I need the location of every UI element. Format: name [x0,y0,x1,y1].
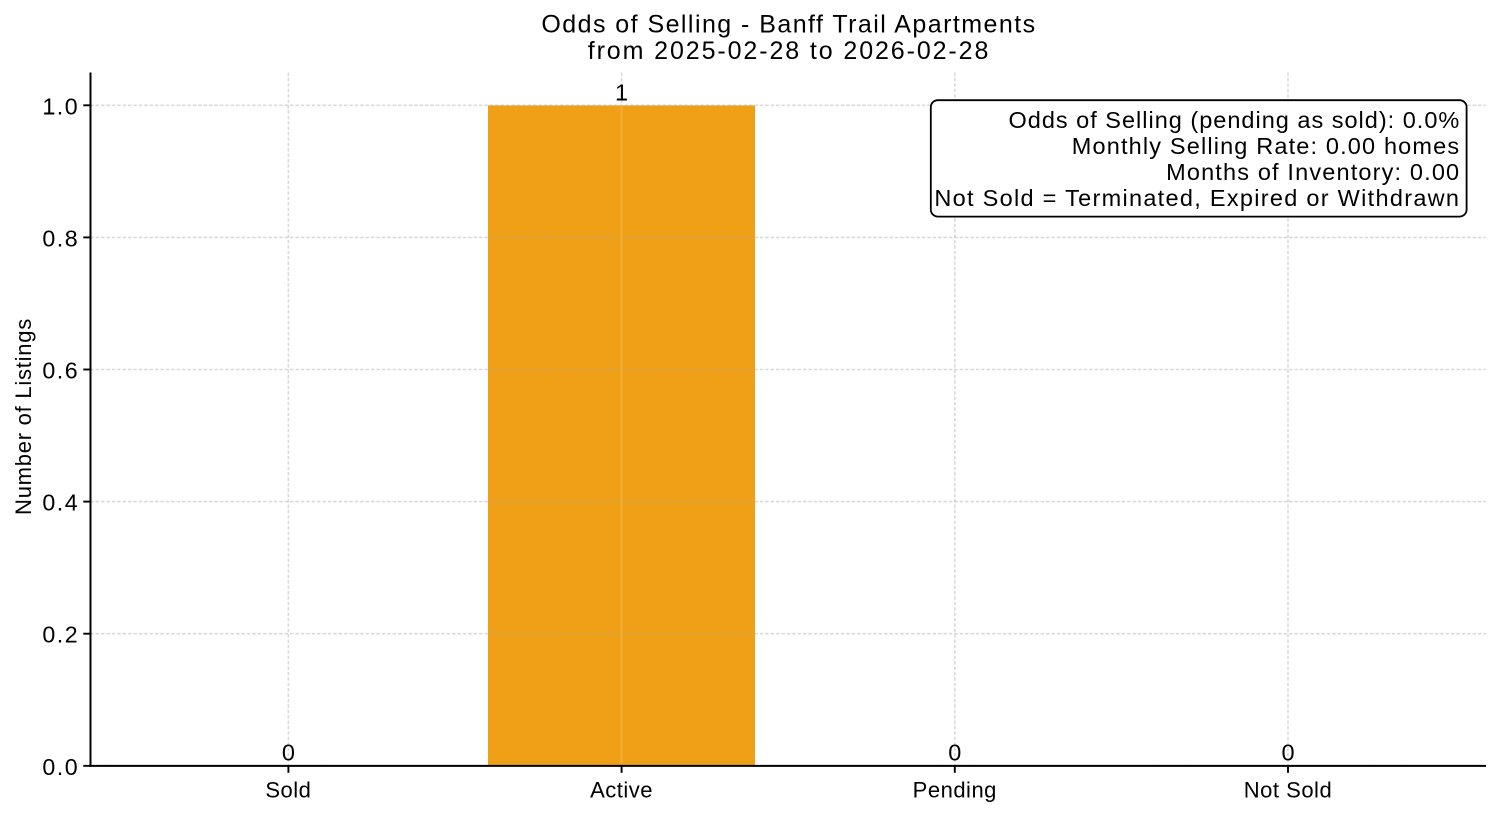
svg-text:1.0: 1.0 [42,93,79,119]
svg-text:from 2025-02-28 to 2026-02-28: from 2025-02-28 to 2026-02-28 [588,37,991,65]
svg-text:Odds of Selling - Banff Trail: Odds of Selling - Banff Trail Apartments [541,10,1036,38]
svg-text:0.8: 0.8 [42,225,79,251]
svg-text:0.0: 0.0 [42,754,79,780]
svg-text:Monthly Selling Rate: 0.00 hom: Monthly Selling Rate: 0.00 homes [1072,133,1461,159]
svg-text:0.6: 0.6 [42,358,79,384]
svg-text:0: 0 [282,740,295,766]
svg-text:0.4: 0.4 [42,490,79,516]
svg-text:Sold: Sold [265,778,311,803]
svg-text:Odds of Selling (pending as so: Odds of Selling (pending as sold): 0.0% [1008,107,1460,133]
svg-text:0: 0 [1281,740,1294,766]
svg-text:0.2: 0.2 [42,622,79,648]
svg-text:Number of Listings: Number of Listings [11,318,36,515]
svg-text:1: 1 [615,80,628,106]
svg-text:Not Sold: Not Sold [1244,778,1332,803]
svg-text:Months of Inventory: 0.00: Months of Inventory: 0.00 [1166,159,1460,185]
svg-text:Not Sold = Terminated, Expired: Not Sold = Terminated, Expired or Withdr… [934,185,1460,211]
svg-text:0: 0 [948,740,961,766]
svg-text:Active: Active [590,778,653,803]
svg-text:Pending: Pending [913,778,997,803]
